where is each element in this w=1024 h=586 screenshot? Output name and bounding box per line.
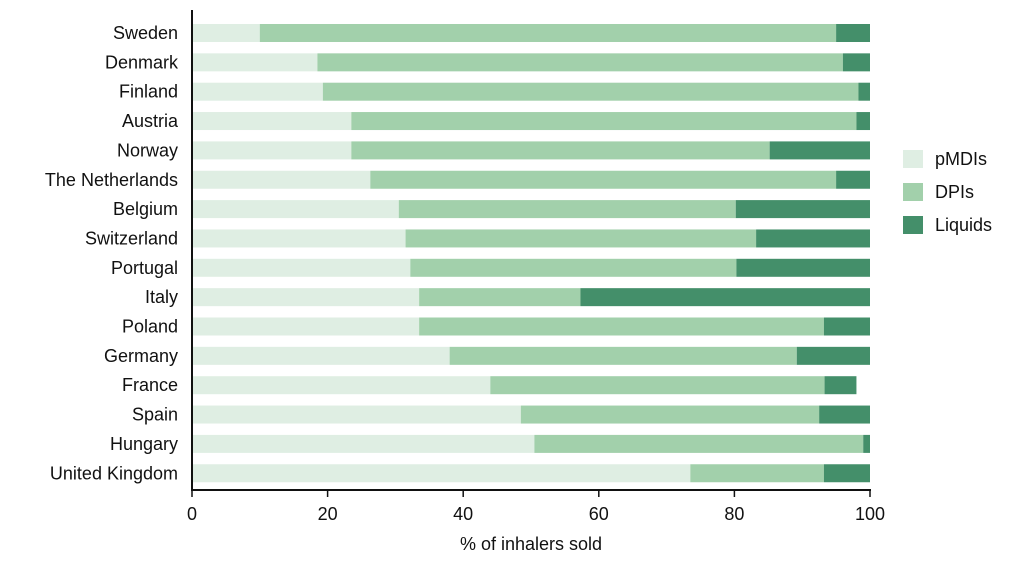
bar-dpis-7: [405, 229, 757, 248]
category-label: Portugal: [111, 258, 178, 278]
bar-dpis-2: [322, 82, 859, 101]
category-labels: Sweden Denmark Finland Austria Norway The Net…: [45, 23, 179, 483]
bar-liquids-11: [796, 346, 870, 365]
bar-liquids-15: [823, 464, 870, 483]
legend-swatch-liquids: [903, 216, 923, 234]
bar-dpis-12: [490, 376, 825, 395]
bar-pmdis-5: [192, 170, 371, 189]
bar-dpis-14: [534, 434, 864, 453]
bar-pmdis-6: [192, 200, 399, 219]
bar-liquids-5: [836, 170, 870, 189]
bar-liquids-9: [580, 288, 870, 307]
category-label: The Netherlands: [45, 170, 178, 190]
bar-dpis-4: [351, 141, 770, 160]
legend-label-liquids: Liquids: [935, 215, 992, 235]
category-label: Switzerland: [85, 228, 178, 248]
category-label: France: [122, 375, 178, 395]
x-tick-label: 60: [589, 504, 609, 524]
bar-liquids-10: [823, 317, 870, 336]
bar-dpis-5: [370, 170, 837, 189]
category-label: Belgium: [113, 199, 178, 219]
category-label: Poland: [122, 317, 178, 337]
category-label: Finland: [119, 82, 178, 102]
bar-liquids-4: [769, 141, 870, 160]
bar-pmdis-12: [192, 376, 491, 395]
bar-pmdis-13: [192, 405, 521, 424]
bar-dpis-1: [317, 53, 843, 72]
bars-layer: [192, 24, 870, 483]
category-label: Norway: [117, 140, 178, 160]
x-tick-label: 40: [453, 504, 473, 524]
bar-pmdis-3: [192, 112, 352, 131]
legend-swatch-dpis: [903, 183, 923, 201]
x-tick-label: 0: [187, 504, 197, 524]
bar-pmdis-9: [192, 288, 420, 307]
bar-dpis-8: [410, 258, 737, 277]
bar-dpis-9: [419, 288, 581, 307]
bar-liquids-2: [858, 82, 870, 101]
category-label: United Kingdom: [50, 463, 178, 483]
legend: pMDIs DPIs Liquids: [903, 149, 992, 235]
bar-pmdis-15: [192, 464, 691, 483]
category-label: Denmark: [105, 52, 179, 72]
bar-pmdis-7: [192, 229, 406, 248]
bar-liquids-8: [736, 258, 870, 277]
bar-dpis-3: [351, 112, 857, 131]
bar-liquids-13: [819, 405, 870, 424]
bar-liquids-1: [842, 53, 870, 72]
bar-liquids-3: [856, 112, 870, 131]
legend-swatch-pmdis: [903, 150, 923, 168]
bar-pmdis-10: [192, 317, 420, 336]
bar-pmdis-2: [192, 82, 323, 101]
category-label: Sweden: [113, 23, 178, 43]
x-axis-ticks: 0 20 40 60 80 100: [187, 490, 885, 524]
bar-pmdis-4: [192, 141, 352, 160]
legend-label-dpis: DPIs: [935, 182, 974, 202]
bar-dpis-15: [690, 464, 824, 483]
bar-liquids-0: [836, 24, 870, 42]
bar-liquids-14: [863, 434, 870, 453]
x-tick-label: 20: [318, 504, 338, 524]
x-tick-label: 80: [724, 504, 744, 524]
bar-pmdis-8: [192, 258, 411, 277]
bar-dpis-6: [398, 200, 736, 219]
x-axis-title: % of inhalers sold: [460, 534, 602, 554]
category-label: Hungary: [110, 434, 178, 454]
bar-pmdis-11: [192, 346, 450, 365]
bar-liquids-12: [824, 376, 857, 395]
bar-dpis-11: [449, 346, 797, 365]
x-tick-label: 100: [855, 504, 885, 524]
category-label: Germany: [104, 346, 178, 366]
bar-pmdis-14: [192, 434, 535, 453]
bar-pmdis-1: [192, 53, 318, 72]
legend-label-pmdis: pMDIs: [935, 149, 987, 169]
bar-dpis-10: [419, 317, 824, 336]
bar-dpis-13: [520, 405, 820, 424]
category-label: Spain: [132, 405, 178, 425]
category-label: Austria: [122, 111, 179, 131]
bar-pmdis-0: [192, 24, 260, 42]
bar-dpis-0: [259, 24, 837, 42]
bar-liquids-6: [735, 200, 870, 219]
bar-liquids-7: [756, 229, 870, 248]
category-label: Italy: [145, 287, 178, 307]
